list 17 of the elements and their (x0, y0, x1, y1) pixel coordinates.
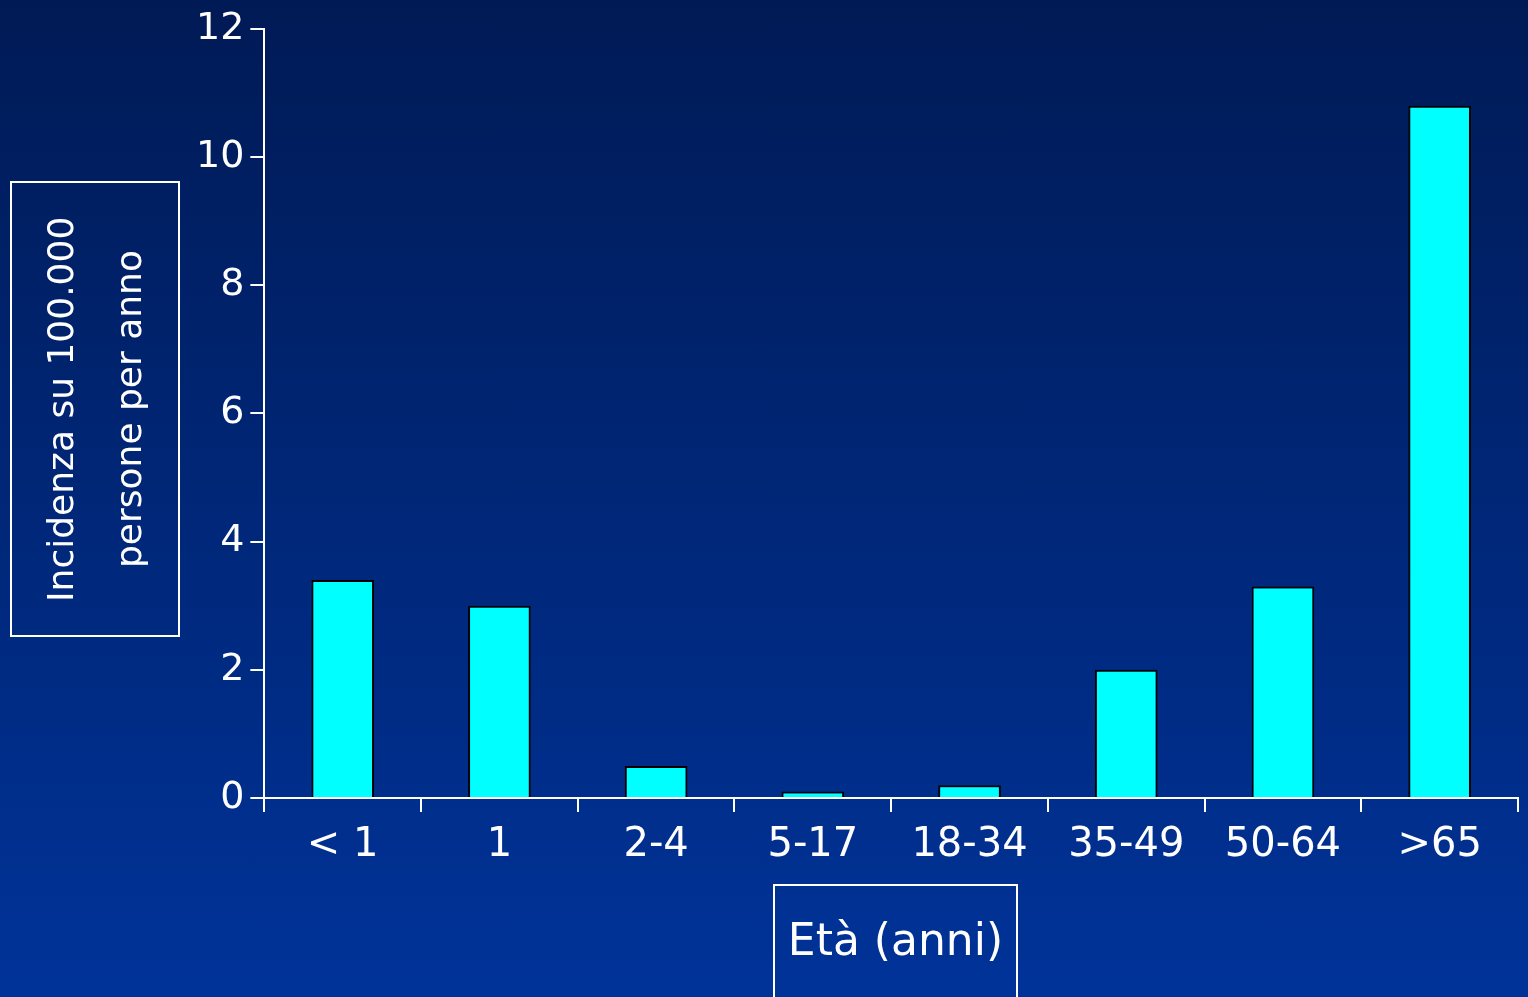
y-tick-label: 12 (195, 3, 245, 48)
x-axis-title: Età (anni) (773, 884, 1018, 997)
x-tick-label: 5-17 (767, 819, 859, 866)
x-tick-label: 35-49 (1068, 819, 1185, 866)
y-tick-label: 2 (220, 644, 245, 689)
x-tick-label: 1 (486, 819, 513, 866)
x-tick-label: >65 (1397, 819, 1482, 866)
x-tick-label: < 1 (306, 819, 379, 866)
y-tick-label: 10 (195, 131, 245, 176)
y-tick-label: 6 (220, 388, 245, 433)
x-tick-label: 2-4 (623, 819, 689, 866)
y-axis-title: Incidenza su 100.000 persone per anno (38, 215, 150, 604)
x-tick-label: 50-64 (1224, 819, 1342, 866)
y-tick-label: 4 (220, 516, 245, 561)
x-tick-label: 18-34 (911, 819, 1028, 866)
y-tick-label: 0 (220, 772, 245, 817)
y-tick-label: 8 (220, 260, 245, 305)
